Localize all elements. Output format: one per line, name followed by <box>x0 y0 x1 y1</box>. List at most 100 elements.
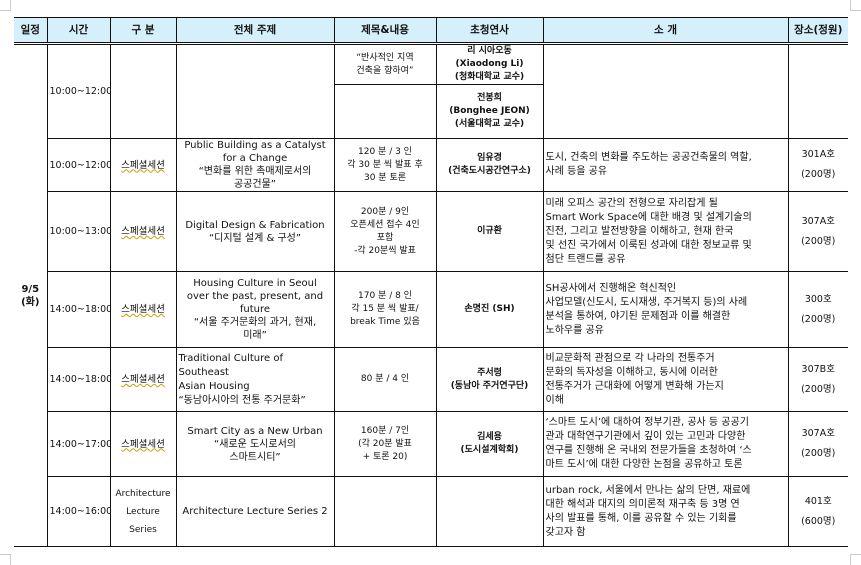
header-venue: 장소(정원) <box>787 17 848 45</box>
time-cell-text: 14:00~18:00 <box>49 374 110 385</box>
title-cell-line: -각 20분씩 발표 <box>354 245 416 256</box>
venue-cell-line: 401호 <box>804 495 832 507</box>
time-cell-text: 10:00~12:00 <box>49 86 110 97</box>
time-cell-text: 14:00~16:00 <box>49 506 110 517</box>
venue-cell-line: (200명) <box>801 448 836 459</box>
speaker-cell-line: (청화대학교 교수) <box>454 72 525 82</box>
theme-cell-line: Traditional Culture of Southeast <box>178 352 283 378</box>
time-cell: 10:00~12:00 <box>46 43 111 139</box>
theme-cell-line: Architecture Lecture Series 2 <box>182 506 328 517</box>
venue-cell: 301A호 (200명) <box>787 138 848 192</box>
theme-cell <box>175 43 335 139</box>
time-cell-text: 14:00~18:00 <box>49 304 110 315</box>
speaker-cell: 손명진 (SH) <box>435 271 544 348</box>
category-cell: 스페셜세션 <box>109 411 177 477</box>
category-cell-text: 스페셜세션 <box>121 438 165 450</box>
title-cell-line: 170 분 / 8 인 <box>358 291 412 301</box>
speaker-cell-line: (서울대학교 교수) <box>454 119 525 129</box>
title-cell-line: 160분 / 7인 <box>360 425 410 436</box>
intro-cell-line: 첨단 트랜드를 공유 <box>545 253 626 265</box>
date-cell-line: (화) <box>21 296 40 308</box>
intro-cell-line: 마트 도시’에 대한 다양한 논점을 공유하고 토론 <box>545 459 743 470</box>
category-cell: 스페셜세션 <box>109 191 177 272</box>
speaker-cell: 이규환 <box>435 191 544 272</box>
speaker-cell-line: (Xiaodong Li) <box>455 59 524 69</box>
page-corner-mark <box>850 554 861 565</box>
title-cell-line: 80 분 / 4 인 <box>360 374 410 384</box>
theme-cell-line: Asian Housing <box>178 380 250 392</box>
speaker-cell-line: 손명진 (SH) <box>464 304 515 314</box>
venue-cell: 307B호 (200명) <box>787 347 848 412</box>
table-row: 14:00~16:00 Architecture Lecture Series Ar… <box>14 476 848 547</box>
table-row: 14:00~18:00 스페셜세션 Traditional Culture of S… <box>14 347 848 412</box>
category-cell: Architecture Lecture Series <box>109 476 177 547</box>
theme-cell-line: 공공건물” <box>234 179 276 190</box>
table-row: 10:00~13:00 스페셜세션 Digital Design & Fabrica… <box>14 191 848 272</box>
theme-cell-line: over the past, present, and <box>186 291 324 302</box>
theme-cell-line: for a Change <box>222 153 288 164</box>
intro-cell-line: 분석을 통하여, 야기된 문제점과 이를 해결한 <box>545 310 731 322</box>
intro-cell-line: 문화의 독자성을 이해하고, 동시에 이러한 <box>545 366 718 378</box>
title-cell-line: 건축을 향하여” <box>356 65 414 76</box>
intro-cell: 미래 오피스 공간의 전형으로 자리잡게 될 Smart Work Space에 … <box>542 191 789 272</box>
intro-cell-line: 대한 해석과 대지의 의미론적 재구축 등 3명 연 <box>545 498 740 510</box>
title-cell-line: “반사적인 지역 <box>356 52 414 63</box>
category-cell-text: 스페셜세션 <box>121 304 165 315</box>
venue-cell-line: 307B호 <box>801 363 835 375</box>
speaker-cell-line: 김세용 <box>477 432 502 442</box>
intro-cell-line: 사업모델(신도시, 도시재생, 주거복지 등)의 사례 <box>545 296 748 308</box>
speaker-cell <box>435 476 544 547</box>
speaker-cell-line: (건축도시공간연구소) <box>448 166 531 176</box>
venue-cell-line: 307A호 <box>801 215 835 227</box>
theme-cell-line: “새로운 도시로서의 <box>214 438 296 450</box>
theme-cell-line: Public Building as a Catalyst <box>184 140 326 151</box>
intro-cell: SH공사에서 진행해온 혁신적인 사업모델(신도시, 도시재생, 주거복지 등)의… <box>542 271 789 348</box>
title-cell: 80 분 / 4 인 <box>333 347 437 412</box>
page-corner-mark <box>0 0 11 11</box>
table-row: 10:00~12:00 스페셜세션 Public Building as a Cat… <box>14 138 848 192</box>
intro-cell-line: 사례 등을 공유 <box>545 166 608 177</box>
speaker-cell-line: 주서령 <box>477 367 502 378</box>
speaker-cell-line: (Bonghee JEON) <box>449 106 530 116</box>
theme-cell-line: 미래” <box>243 330 267 341</box>
intro-cell-line: ‘스마트 도시’에 대하여 정부기관, 공사 등 공공기 <box>545 417 749 428</box>
time-cell: 14:00~18:00 <box>46 347 111 412</box>
theme-cell-line: Digital Design & Fabrication <box>185 219 325 231</box>
intro-cell-line: 전통주거가 근대화에 어떻게 변화해 가는지 <box>545 380 724 392</box>
theme-cell: Architecture Lecture Series 2 <box>175 476 335 547</box>
venue-cell-line: (600명) <box>801 515 836 527</box>
theme-cell-line: “디지털 설계 & 구성” <box>208 232 302 244</box>
speaker-cell-line: (도시설계학회) <box>460 445 519 455</box>
title-cell-line: break Time 있음 <box>350 317 420 327</box>
category-cell <box>109 43 177 139</box>
venue-cell-line: (200명) <box>801 313 836 325</box>
speaker-cell-line: 이규환 <box>477 226 502 236</box>
venue-cell-line: (200명) <box>801 383 836 395</box>
intro-cell-line: 도시, 건축의 변화를 주도하는 공공건축물의 역할, <box>545 152 752 163</box>
venue-cell-line: 301A호 <box>801 149 835 160</box>
theme-cell-line: Smart City as a New Urban <box>187 425 323 437</box>
intro-cell: 도시, 건축의 변화를 주도하는 공공건축물의 역할, 사례 등을 공유 <box>542 138 789 192</box>
theme-cell: Traditional Culture of Southeast Asian Ho… <box>175 347 335 412</box>
title-cell-line: 포함 <box>376 232 394 243</box>
table-row: 14:00~18:00 스페셜세션 Housing Culture in Seoul… <box>14 271 848 348</box>
venue-cell-line: 307A호 <box>801 428 835 439</box>
title-cell-line: 30 분 토론 <box>363 172 406 183</box>
category-cell: 스페셜세션 <box>109 138 177 192</box>
speaker-cell: 전봉희 (Bonghee JEON) (서울대학교 교수) <box>435 84 544 139</box>
speaker-cell-line: 리 시아오동 <box>467 46 512 56</box>
header-date: 일정 <box>14 17 48 45</box>
table-row: 14:00~17:00 스페셜세션 Smart City as a New Urba… <box>14 411 848 477</box>
theme-cell-line: “서울 주거문화의 과거, 현재, <box>193 317 317 328</box>
intro-cell-line: Smart Work Space에 대한 배경 및 설계기술의 <box>545 211 752 223</box>
title-cell: 160분 / 7인 (각 20분 발표 + 토론 20) <box>333 411 437 477</box>
venue-cell-line: (200명) <box>801 235 836 247</box>
table-row: 9/5 (화) 10:00~12:00 “반사적인 지역 건축을 향하여” 리 시아오동(… <box>14 43 848 547</box>
theme-cell: Smart City as a New Urban “새로운 도시로서의 스마트시티… <box>175 411 335 477</box>
time-cell: 14:00~17:00 <box>46 411 111 477</box>
category-cell: 스페셜세션 <box>109 347 177 412</box>
header-intro: 소 개 <box>542 17 789 45</box>
